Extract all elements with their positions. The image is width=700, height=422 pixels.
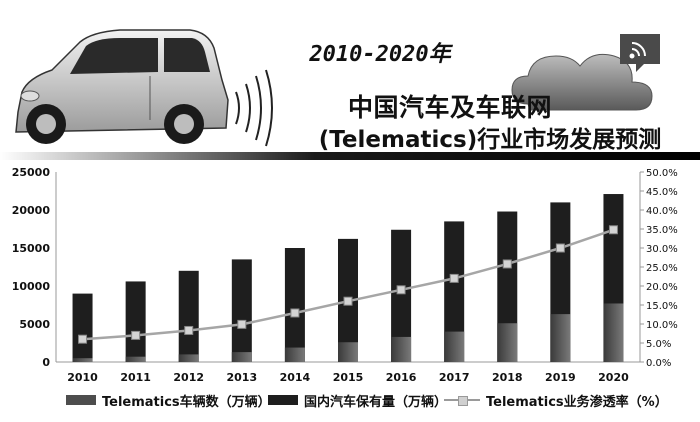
rate-point bbox=[131, 330, 141, 340]
rate-point bbox=[343, 296, 353, 306]
x-tick-label: 2016 bbox=[386, 371, 417, 384]
right-tick-label: 10.0% bbox=[646, 320, 678, 331]
penetration-rate-line bbox=[78, 225, 618, 344]
bar-domestic bbox=[72, 293, 93, 362]
header-separator bbox=[0, 152, 700, 160]
x-tick-label: 2018 bbox=[492, 371, 523, 384]
bar-telematics bbox=[444, 331, 465, 362]
chart-period-title: 2010-2020年 bbox=[309, 42, 451, 67]
bar-telematics bbox=[231, 352, 252, 362]
cloud-icon bbox=[511, 53, 653, 111]
legend-telematics: Telematics车辆数（万辆） bbox=[66, 390, 271, 410]
left-tick-label: 0 bbox=[42, 356, 50, 369]
bar-telematics bbox=[391, 336, 412, 362]
left-tick-label: 20000 bbox=[12, 204, 51, 217]
left-tick-label: 25000 bbox=[12, 166, 51, 179]
right-tick-label: 30.0% bbox=[646, 244, 678, 255]
legend-swatch-telematics bbox=[66, 395, 96, 405]
bar-telematics bbox=[550, 314, 571, 362]
x-tick-label: 2014 bbox=[280, 371, 311, 384]
bar-domestic bbox=[125, 281, 146, 362]
bar-telematics bbox=[178, 354, 199, 362]
rate-point bbox=[78, 334, 88, 344]
bar-telematics bbox=[338, 342, 358, 362]
bar-telematics bbox=[72, 358, 93, 362]
x-tick-label: 2017 bbox=[439, 371, 470, 384]
bar-telematics bbox=[603, 303, 624, 362]
wifi-badge-icon bbox=[620, 34, 660, 72]
chart-title-line1: 中国汽车及车联网 bbox=[347, 93, 552, 122]
right-tick-label: 35.0% bbox=[646, 225, 678, 236]
left-tick-label: 5000 bbox=[19, 318, 50, 331]
legend-swatch-rate bbox=[444, 394, 480, 406]
rate-point bbox=[449, 273, 459, 283]
bar-telematics bbox=[125, 356, 146, 362]
left-axis-ticks: 0 5000 10000 15000 20000 25000 bbox=[12, 166, 51, 369]
bar-telematics bbox=[497, 323, 518, 362]
rate-point bbox=[555, 243, 565, 253]
x-axis-ticks: 2010 2011 2012 2013 2014 2015 2016 2017 2018 2019… bbox=[67, 371, 629, 384]
bar-domestic bbox=[231, 259, 252, 362]
rate-point bbox=[502, 259, 512, 269]
signal-waves-icon bbox=[235, 69, 273, 147]
x-tick-label: 2011 bbox=[120, 371, 151, 384]
x-tick-label: 2015 bbox=[333, 371, 364, 384]
domestic-vehicle-bars bbox=[72, 194, 624, 362]
legend-domestic: 国内汽车保有量（万辆） bbox=[268, 390, 447, 410]
legend-swatch-domestic bbox=[268, 395, 298, 405]
left-tick-label: 15000 bbox=[12, 242, 51, 255]
rate-point bbox=[290, 308, 300, 318]
rate-point bbox=[237, 319, 247, 329]
right-tick-label: 25.0% bbox=[646, 263, 678, 274]
left-tick-label: 10000 bbox=[12, 280, 51, 293]
x-tick-label: 2020 bbox=[598, 371, 629, 384]
right-tick-label: 20.0% bbox=[646, 282, 678, 293]
bar-telematics bbox=[284, 347, 305, 362]
legend-label-telematics: Telematics车辆数（万辆） bbox=[102, 394, 271, 410]
rate-point bbox=[396, 285, 406, 295]
x-tick-label: 2010 bbox=[67, 371, 98, 384]
legend-label-rate: Telematics业务渗透率（%） bbox=[486, 394, 668, 410]
bar-domestic bbox=[178, 270, 199, 362]
legend-rate: Telematics业务渗透率（%） bbox=[444, 390, 668, 410]
x-tick-label: 2013 bbox=[227, 371, 258, 384]
x-tick-label: 2019 bbox=[545, 371, 576, 384]
x-tick-label: 2012 bbox=[173, 371, 204, 384]
car-icon bbox=[15, 29, 229, 144]
rate-point bbox=[608, 225, 618, 235]
right-tick-label: 0.0% bbox=[646, 358, 671, 369]
telematics-vehicle-bars bbox=[72, 303, 624, 362]
right-tick-label: 5.0% bbox=[646, 339, 671, 350]
bar-domestic bbox=[391, 229, 412, 362]
right-axis-ticks: 0.0% 5.0% 10.0% 15.0% 20.0% 25.0% 30.0% 35.0% 40… bbox=[640, 168, 678, 369]
right-tick-label: 45.0% bbox=[646, 187, 678, 198]
right-tick-label: 15.0% bbox=[646, 301, 678, 312]
right-tick-label: 40.0% bbox=[646, 206, 678, 217]
bar-domestic bbox=[284, 248, 305, 362]
legend-label-domestic: 国内汽车保有量（万辆） bbox=[304, 394, 448, 410]
right-tick-label: 50.0% bbox=[646, 168, 678, 179]
bar-domestic bbox=[444, 221, 465, 362]
chart-title-line2: (Telematics)行业市场发展预测 bbox=[318, 127, 662, 153]
rate-point bbox=[184, 325, 194, 335]
